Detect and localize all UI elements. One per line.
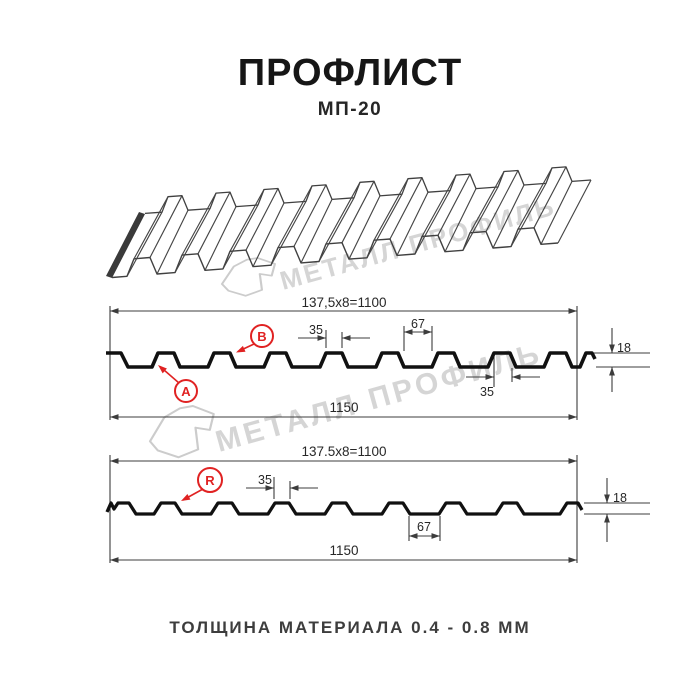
dim-rib-top-front: 35 — [309, 323, 323, 337]
dim-total-width-front: 1150 — [329, 400, 358, 415]
page-title: ПРОФЛИСТ — [237, 52, 463, 94]
dim-groove-reverse: 67 — [417, 520, 431, 534]
dim-groove-front: 67 — [411, 317, 425, 331]
section-reverse-dimensions — [109, 455, 650, 563]
dim-height-reverse: 18 — [613, 491, 627, 505]
marker-side-a: A — [158, 365, 198, 403]
dim-rib-top-reverse-front: 35 — [480, 385, 494, 399]
dim-module-reverse: 137.5x8=1100 — [302, 444, 387, 459]
watermark-3d: МЕТАЛЛ ПРОФИЛЬ — [220, 191, 559, 297]
sheet-3d-view — [106, 166, 592, 279]
watermark-text: МЕТАЛЛ ПРОФИЛЬ — [212, 337, 546, 459]
section-front-labels: 137,5x8=1100 35 67 18 35 1150 B A — [158, 295, 631, 415]
marker-side-b: B — [236, 324, 274, 353]
dim-height-front: 18 — [617, 341, 631, 355]
section-front-profile — [106, 351, 597, 369]
dim-rib-top-reverse: 35 — [258, 473, 272, 487]
material-thickness-note: ТОЛЩИНА МАТЕРИАЛА 0.4 - 0.8 ММ — [169, 618, 531, 637]
section-reverse-profile — [105, 501, 584, 516]
marker-side-r: R — [181, 467, 223, 501]
marker-side-r-letter: R — [205, 473, 215, 488]
dim-total-width-reverse: 1150 — [329, 543, 358, 558]
section-reverse-labels: 137.5x8=1100 35 67 18 1150 R — [181, 444, 627, 558]
section-front-dimensions — [109, 306, 650, 420]
metall-profil-logo-icon — [148, 405, 215, 459]
watermark-text: МЕТАЛЛ ПРОФИЛЬ — [277, 191, 559, 296]
metall-profil-logo-icon — [220, 257, 277, 297]
dim-module-front: 137,5x8=1100 — [302, 295, 387, 310]
marker-side-b-letter: B — [257, 329, 266, 344]
profile-model-subtitle: МП-20 — [317, 99, 383, 120]
marker-side-a-letter: A — [181, 384, 191, 399]
